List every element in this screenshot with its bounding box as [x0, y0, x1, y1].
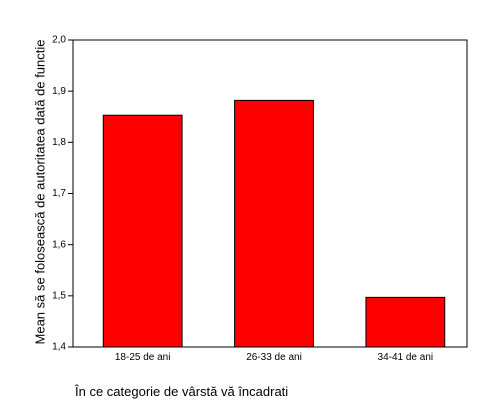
bar-3	[365, 296, 446, 348]
bar-2	[234, 99, 314, 348]
bars	[102, 99, 446, 348]
bar-1	[102, 114, 183, 348]
x-tick-label: 26-33 de ani	[246, 352, 302, 363]
y-tick-label: 1,8	[52, 137, 66, 148]
x-tick-label: 34-41 de ani	[378, 352, 434, 363]
x-tick-label: 18-25 de ani	[115, 352, 171, 363]
x-axis: 18-25 de ani 26-33 de ani 34-41 de ani	[115, 352, 433, 363]
y-tick-label: 1,6	[52, 239, 66, 250]
y-tick-label: 1,7	[52, 188, 66, 199]
y-tick-label: 1,5	[52, 290, 66, 301]
y-axis-title: Mean să se folosească de autoritatea dat…	[32, 40, 47, 345]
y-tick-label: 2,0	[52, 35, 66, 46]
x-axis-title: În ce categorie de vârstă vă încadrati	[74, 384, 288, 399]
y-axis: 1,4 1,5 1,6 1,7 1,8 1,9 2,0	[52, 35, 73, 353]
y-tick-label: 1,4	[52, 342, 66, 353]
y-tick-label: 1,9	[52, 86, 66, 97]
